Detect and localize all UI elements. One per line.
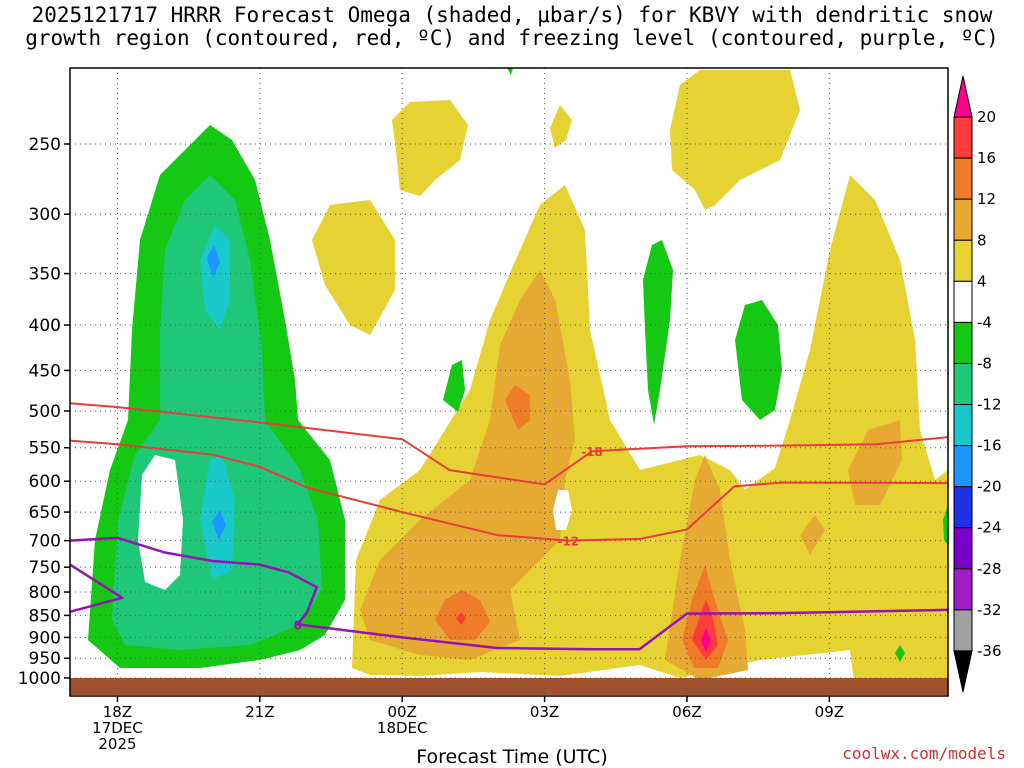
y-axis-ticks: 2503003504004505005506006507007508008509… bbox=[18, 135, 70, 689]
x-tick-label: 21Z bbox=[245, 703, 274, 721]
omega-region-pos-8-06z bbox=[665, 455, 748, 680]
colorbar-swatch bbox=[953, 609, 973, 652]
omega-region-pos-8 bbox=[360, 270, 575, 660]
x-tick-sublabel: 2025 bbox=[98, 735, 136, 753]
omega-region-pos-4-small bbox=[550, 105, 572, 148]
omega-region-neg-12 bbox=[200, 225, 230, 330]
y-tick-label: 900 bbox=[29, 628, 61, 648]
colorbar-label: -36 bbox=[977, 642, 1002, 660]
y-tick-label: 700 bbox=[29, 532, 61, 552]
omega-region-pos-4-top bbox=[392, 100, 468, 196]
contour-freezing-line bbox=[70, 563, 124, 613]
contour-label: -18 bbox=[581, 445, 603, 459]
colorbar-label: -16 bbox=[977, 437, 1002, 455]
omega-region-neutral-gap bbox=[553, 490, 572, 530]
omega-shading bbox=[88, 68, 948, 690]
omega-region-neg-16-upper bbox=[207, 245, 220, 278]
colorbar-label: -20 bbox=[977, 478, 1002, 496]
credit-text: coolwx.com/models bbox=[842, 744, 1006, 763]
contour-freezing-line bbox=[70, 536, 948, 651]
omega-region-neg-cell-5 bbox=[943, 505, 948, 545]
x-tick-label: 03Z bbox=[530, 703, 559, 721]
colorbar-label: -4 bbox=[977, 313, 992, 331]
ground-band bbox=[70, 678, 948, 695]
colorbar-swatch bbox=[953, 239, 973, 282]
y-tick-label: 650 bbox=[29, 503, 61, 523]
omega-region-neg-cell-1 bbox=[443, 360, 465, 412]
y-tick-label: 800 bbox=[29, 583, 61, 603]
y-tick-label: 450 bbox=[29, 361, 61, 381]
contour-dendritic-line bbox=[70, 402, 948, 486]
contour-lines: -18 -12 0 bbox=[70, 402, 948, 651]
omega-region-neg-cell-4 bbox=[895, 645, 905, 662]
y-tick-label: 300 bbox=[29, 205, 61, 225]
y-tick-label: 500 bbox=[29, 402, 61, 422]
omega-region-pos-4-right bbox=[670, 70, 800, 210]
contour-label: 0 bbox=[294, 618, 302, 632]
colorbar-swatch bbox=[953, 280, 973, 323]
colorbar-swatch bbox=[953, 116, 973, 159]
y-tick-label: 250 bbox=[29, 135, 61, 155]
x-tick-sublabel: 18DEC bbox=[377, 719, 428, 737]
y-tick-label: 750 bbox=[29, 558, 61, 578]
omega-region-neg-cell-6 bbox=[507, 68, 513, 75]
colorbar-swatch bbox=[953, 321, 973, 364]
title-line-2: growth region (contoured, red, ºC) and f… bbox=[25, 26, 999, 50]
colorbar-swatch bbox=[953, 362, 973, 406]
colorbar-swatch bbox=[953, 157, 973, 200]
omega-region-neg-16 bbox=[212, 510, 226, 540]
contour-label: -12 bbox=[557, 535, 579, 549]
colorbar-swatch bbox=[953, 404, 973, 447]
x-tick-label: 09Z bbox=[815, 703, 844, 721]
contour-dendritic-line bbox=[70, 439, 948, 542]
omega-region-pos-16-spot bbox=[456, 612, 466, 625]
colorbar-label: -8 bbox=[977, 354, 992, 372]
plot-frame bbox=[69, 67, 949, 697]
colorbar-label: 12 bbox=[977, 190, 996, 208]
omega-region-neutral-hole bbox=[138, 455, 183, 590]
colorbar-label: -32 bbox=[977, 601, 1002, 619]
y-tick-label: 1000 bbox=[18, 669, 61, 689]
colorbar-swatch bbox=[953, 486, 973, 529]
x-tick-sublabel: 17DEC bbox=[92, 719, 143, 737]
x-tick-label: 00Z bbox=[388, 703, 417, 721]
title-line-1: 2025121717 HRRR Forecast Omega (shaded, … bbox=[31, 3, 993, 27]
colorbar-label: 20 bbox=[977, 108, 996, 126]
y-tick-label: 600 bbox=[29, 472, 61, 492]
colorbar-swatch bbox=[953, 568, 973, 611]
colorbar-label: -28 bbox=[977, 560, 1002, 578]
omega-region-neg-cell-2 bbox=[643, 240, 673, 425]
y-tick-label: 950 bbox=[29, 649, 61, 669]
omega-region-pos-4-upper bbox=[312, 200, 395, 335]
colorbar-swatch bbox=[953, 527, 973, 570]
colorbar-swatch bbox=[953, 445, 973, 488]
colorbar-swatch bbox=[953, 198, 973, 241]
omega-region-pos-12-b bbox=[505, 385, 530, 430]
y-tick-label: 400 bbox=[29, 316, 61, 336]
chart-title: 2025121717 HRRR Forecast Omega (shaded, … bbox=[0, 4, 1024, 50]
x-tick-label: 18Z bbox=[103, 703, 132, 721]
colorbar-label: -24 bbox=[977, 519, 1002, 537]
colorbar-swatch bbox=[953, 650, 973, 693]
y-tick-label: 350 bbox=[29, 265, 61, 285]
colorbar-label: -12 bbox=[977, 396, 1002, 414]
colorbar: 20 16 12 8 4 -4 -8 -12 -16 -20 -24 -28 -32 -36 bbox=[953, 75, 1002, 693]
omega-region-pos-20 bbox=[701, 628, 711, 652]
omega-region-neg-cell-3 bbox=[735, 300, 782, 420]
y-tick-label: 850 bbox=[29, 606, 61, 626]
colorbar-label: 4 bbox=[977, 272, 987, 290]
omega-region-pos-8-spot bbox=[800, 515, 825, 555]
x-axis-label: Forecast Time (UTC) bbox=[416, 746, 608, 768]
x-tick-label: 06Z bbox=[672, 703, 701, 721]
y-tick-label: 550 bbox=[29, 439, 61, 459]
omega-region-pos-16 bbox=[692, 600, 718, 660]
colorbar-label: 16 bbox=[977, 149, 996, 167]
colorbar-swatch bbox=[953, 75, 973, 118]
colorbar-label: 8 bbox=[977, 231, 987, 249]
